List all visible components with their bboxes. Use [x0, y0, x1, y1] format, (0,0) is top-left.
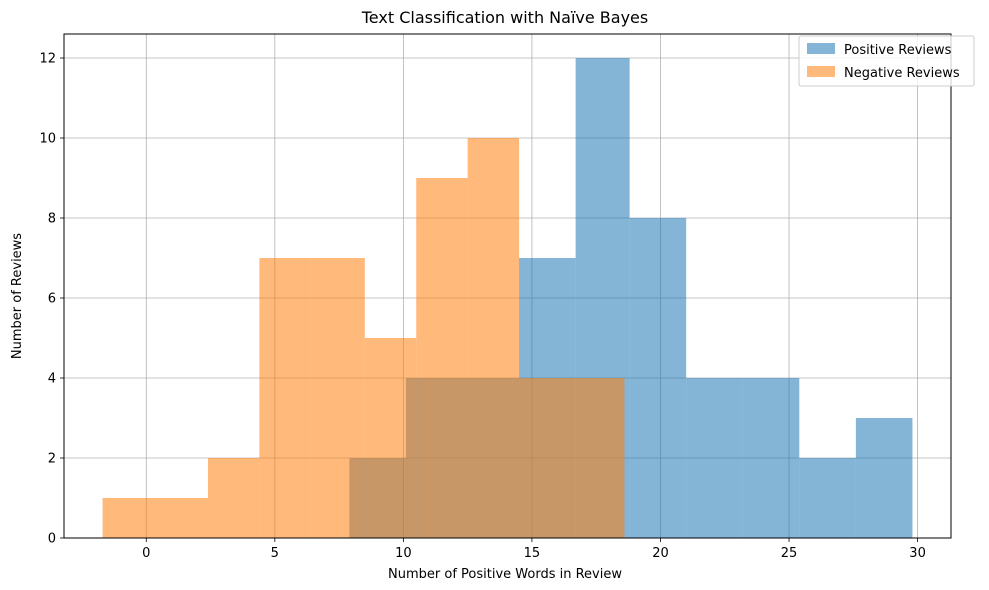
y-tick-label: 2 — [48, 452, 56, 467]
y-tick-label: 4 — [48, 372, 56, 387]
legend-label-negative: Negative Reviews — [844, 66, 960, 81]
y-tick-label: 8 — [48, 212, 56, 227]
legend-swatch-negative — [807, 66, 835, 77]
histogram-bar-negative — [573, 378, 625, 538]
histogram-bar-negative — [519, 378, 574, 538]
histogram-bar-negative — [416, 178, 468, 538]
histogram-bar-negative — [153, 498, 208, 538]
plot-frame — [63, 33, 952, 539]
x-tick-label: 20 — [652, 546, 669, 561]
x-tick-label: 5 — [271, 546, 279, 561]
x-tick-label: 30 — [909, 546, 926, 561]
x-axis-label: Number of Positive Words in Review — [388, 567, 622, 582]
histogram-bar-negative — [467, 138, 520, 538]
histogram-bar-positive — [855, 418, 913, 538]
histogram-bar-negative — [259, 258, 311, 538]
legend-box — [798, 35, 975, 87]
x-tick-label: 15 — [524, 546, 541, 561]
bars — [102, 58, 913, 538]
histogram-bar-positive — [686, 378, 743, 538]
legend-label-positive: Positive Reviews — [844, 43, 952, 58]
histogram-bar-positive — [742, 378, 800, 538]
y-tick-label: 10 — [39, 132, 56, 147]
histogram-bar-negative — [102, 498, 154, 538]
x-tick-label: 10 — [395, 546, 412, 561]
legend: Positive Reviews Negative Reviews — [798, 35, 975, 87]
y-tick-label: 0 — [48, 532, 56, 547]
histogram-bar-negative — [364, 338, 417, 538]
histogram-bar-negative — [310, 258, 365, 538]
chart-title: Text Classification with Naïve Bayes — [361, 8, 648, 27]
x-tick-label: 25 — [781, 546, 798, 561]
histogram-bar-positive — [629, 218, 687, 538]
y-tick-label: 6 — [48, 292, 56, 307]
histogram-bar-positive — [799, 458, 856, 538]
axes: 0 5 10 15 20 25 30 0 2 4 6 8 10 12 — [39, 33, 952, 561]
legend-swatch-positive — [807, 43, 835, 54]
y-axis-label: Number of Reviews — [10, 233, 25, 359]
y-tick-label: 12 — [39, 52, 56, 67]
histogram-bar-negative — [207, 458, 260, 538]
x-tick-label: 0 — [142, 546, 150, 561]
